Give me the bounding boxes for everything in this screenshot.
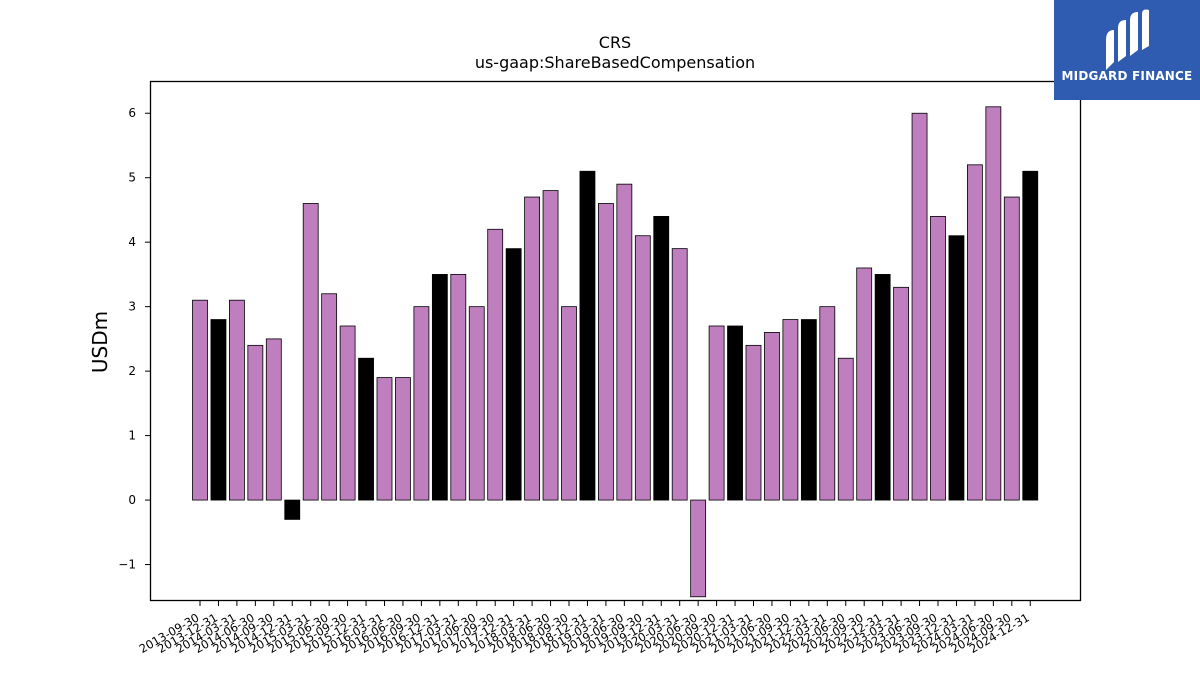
bar-2023-12-31: [948, 235, 965, 501]
bar-2020-12-31: [727, 325, 743, 501]
y-tick-label: 0: [128, 493, 136, 507]
chart-subtitle: us-gaap:ShareBasedCompensation: [475, 53, 755, 72]
brand-name: MIDGARD FINANCE: [1061, 69, 1193, 83]
bar-2021-12-31: [800, 319, 817, 501]
y-tick-label: 6: [128, 106, 136, 120]
bar-2018-03-31: [524, 196, 540, 501]
bar-2017-03-31: [450, 274, 467, 501]
y-tick-label: 4: [128, 235, 136, 249]
bar-2016-09-30: [413, 306, 430, 501]
bar-2024-06-30: [985, 106, 1002, 501]
bar-2013-12-31: [210, 319, 227, 501]
bar-2024-09-30: [1003, 196, 1020, 501]
bar-2014-06-30: [247, 344, 264, 501]
bar-2021-03-31: [745, 344, 762, 501]
bar-2017-09-30: [487, 228, 504, 501]
y-axis-label: USDm: [88, 311, 112, 373]
bar-2014-09-30: [265, 338, 282, 501]
bar-2020-06-30: [690, 499, 707, 598]
midgard-logo-icon: [1106, 9, 1149, 70]
bar-2023-06-30: [911, 112, 928, 501]
bars-group: [192, 106, 1039, 598]
bar-2021-09-30: [782, 319, 799, 501]
bar-2014-12-31: [284, 499, 301, 520]
bar-2023-09-30: [930, 215, 946, 501]
bar-2023-03-31: [893, 286, 909, 501]
bar-2017-12-31: [505, 248, 522, 501]
bar-2019-12-31: [653, 215, 670, 501]
bar-2015-06-30: [321, 293, 338, 501]
bar-2022-12-31: [874, 274, 891, 501]
bar-2019-03-31: [598, 203, 614, 501]
bar-2024-03-31: [967, 164, 983, 501]
y-axis: −1 0 1 2 3 4 5 6: [118, 106, 150, 572]
bar-2019-06-30: [616, 183, 633, 501]
bar-2015-03-31: [302, 203, 319, 501]
bar-2016-12-31: [431, 274, 448, 501]
bar-2020-09-30: [708, 325, 725, 501]
bar-2016-06-30: [395, 377, 411, 501]
bar-2021-06-30: [764, 332, 780, 501]
y-tick-label: 3: [128, 300, 136, 314]
bar-2018-06-30: [542, 190, 559, 501]
y-tick-label: −1: [118, 558, 136, 572]
bar-2022-09-30: [856, 267, 873, 501]
bar-2013-09-30: [192, 299, 208, 501]
y-tick-label: 1: [128, 429, 136, 443]
bar-2015-09-30: [339, 325, 356, 501]
bar-2018-12-31: [579, 170, 596, 501]
chart-title: CRS: [599, 33, 631, 52]
bar-2019-09-30: [634, 235, 651, 501]
bar-2022-03-31: [819, 306, 836, 501]
bar-2017-06-30: [468, 306, 485, 501]
bar-2020-03-31: [671, 248, 688, 501]
y-tick-label: 5: [128, 171, 136, 185]
bar-2014-03-31: [228, 299, 245, 501]
bar-2018-09-30: [561, 306, 577, 501]
bar-2015-12-31: [358, 357, 374, 501]
bar-2024-12-31: [1022, 170, 1039, 501]
y-tick-label: 2: [128, 364, 136, 378]
x-axis: 2013-09-302013-12-312014-03-312014-06-30…: [137, 600, 1032, 656]
bar-2016-03-31: [376, 377, 393, 501]
bar-2022-06-30: [837, 357, 854, 501]
brand-logo: MIDGARD FINANCE: [1054, 0, 1200, 100]
plot-frame: [149, 80, 1082, 602]
